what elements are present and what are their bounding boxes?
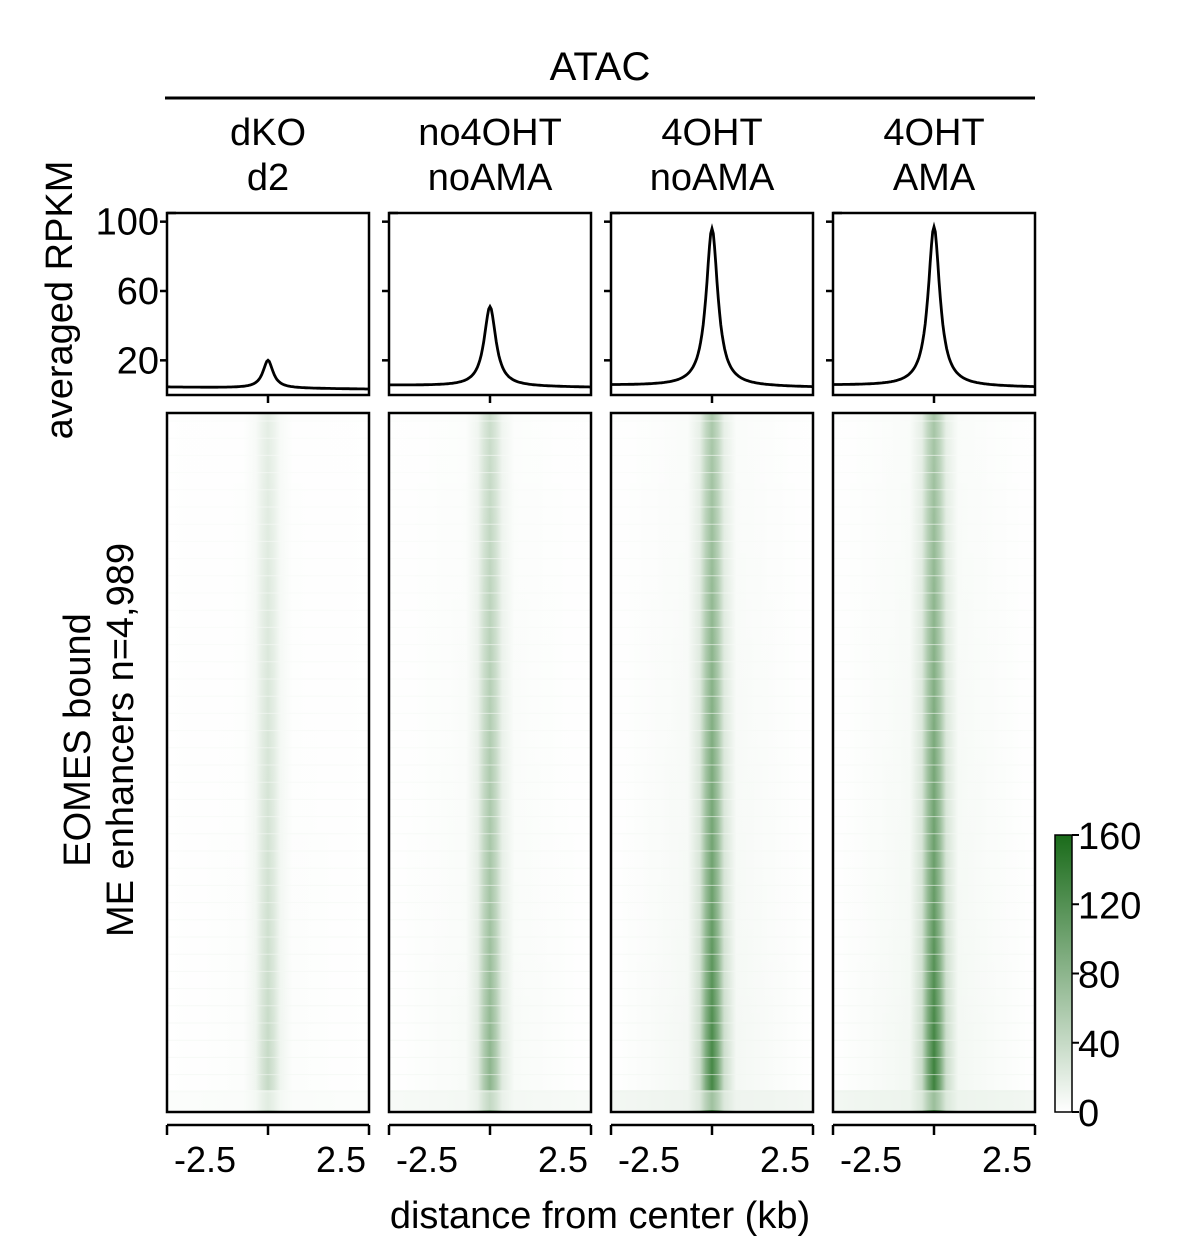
sample-label-line1: dKO bbox=[230, 112, 306, 154]
sample-label-line2: AMA bbox=[893, 157, 976, 199]
heatmap-y-axis-label-line1: EOMES bound bbox=[57, 613, 99, 866]
sample-label-line1: no4OHT bbox=[418, 112, 562, 154]
x-tick-label-right: 2.5 bbox=[316, 1139, 366, 1180]
colorbar-tick-label: 0 bbox=[1078, 1093, 1099, 1135]
x-tick-label-right: 2.5 bbox=[760, 1139, 810, 1180]
profile-curve bbox=[167, 358, 369, 391]
sample-label-line2: noAMA bbox=[428, 157, 553, 199]
heatmap-top-fade bbox=[833, 413, 1035, 1112]
heatmap-frame bbox=[609, 411, 815, 1114]
heatmap-top-fade bbox=[611, 413, 813, 1112]
profile-y-axis-label: averaged RPKM bbox=[39, 161, 81, 440]
heatmap-bottom-band bbox=[389, 1090, 591, 1110]
heatmap-frame bbox=[387, 411, 593, 1114]
profile-frame bbox=[609, 211, 815, 397]
x-tick-label-left: -2.5 bbox=[618, 1139, 680, 1180]
colorbar: 0 40 80 120 160 bbox=[1054, 816, 1141, 1135]
sample-label-line2: noAMA bbox=[650, 157, 775, 199]
heatmap-frame bbox=[165, 411, 371, 1114]
sample-label-line1: 4OHT bbox=[661, 112, 762, 154]
profile-curve bbox=[833, 221, 1035, 388]
x-tick-label-left: -2.5 bbox=[840, 1139, 902, 1180]
colorbar-bar bbox=[1054, 834, 1073, 1113]
profile-frame bbox=[165, 211, 371, 397]
x-tick-label-left: -2.5 bbox=[396, 1139, 458, 1180]
heatmap-frame bbox=[831, 411, 1037, 1114]
colorbar-tick-label: 120 bbox=[1078, 885, 1141, 927]
sample-label-line2: d2 bbox=[247, 157, 289, 199]
x-tick-label-right: 2.5 bbox=[982, 1139, 1032, 1180]
profile-ytick-label: 60 bbox=[117, 271, 159, 313]
heatmap-bottom-band bbox=[167, 1090, 369, 1110]
colorbar-tick-label: 80 bbox=[1078, 955, 1120, 997]
profile-ytick-label: 20 bbox=[117, 340, 159, 382]
x-tick-label-right: 2.5 bbox=[538, 1139, 588, 1180]
heatmap-top-fade bbox=[389, 413, 591, 1112]
profile-curve bbox=[611, 223, 813, 388]
heatmap-bottom-band bbox=[611, 1090, 813, 1110]
heatmap-y-axis-label-line2: ME enhancers n=4,989 bbox=[100, 543, 142, 937]
x-tick-label-left: -2.5 bbox=[174, 1139, 236, 1180]
colorbar-tick-label: 160 bbox=[1078, 816, 1141, 858]
x-axis-label: distance from center (kb) bbox=[390, 1195, 810, 1237]
profile-ytick-label: 100 bbox=[96, 202, 159, 244]
sample-label-line1: 4OHT bbox=[883, 112, 984, 154]
heatmap-bottom-band bbox=[833, 1090, 1035, 1110]
colorbar-tick-label: 40 bbox=[1078, 1024, 1120, 1066]
profile-y-axis: 20 60 100 bbox=[96, 202, 159, 383]
profile-frame bbox=[831, 211, 1037, 397]
profile-curve bbox=[389, 303, 591, 389]
chart-title: ATAC bbox=[550, 45, 651, 89]
heatmap-top-fade bbox=[167, 413, 369, 1112]
